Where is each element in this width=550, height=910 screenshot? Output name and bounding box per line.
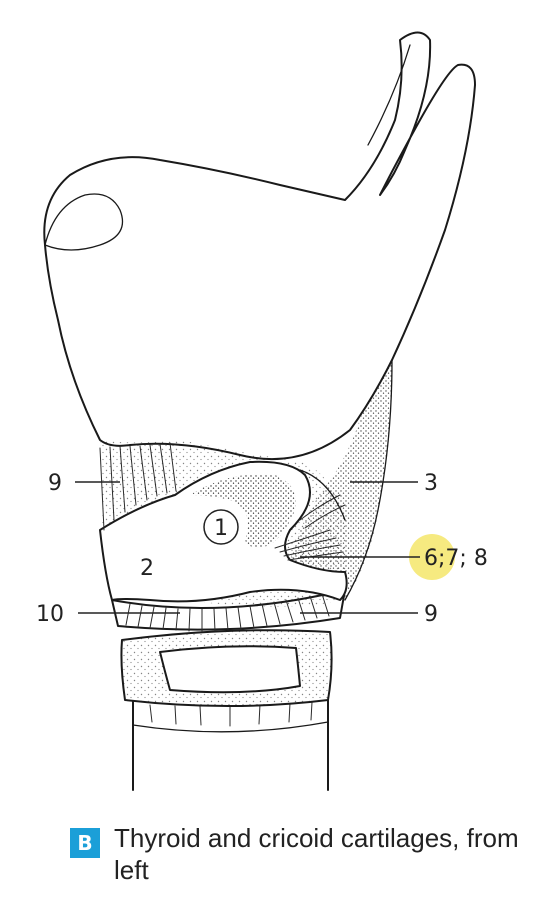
- label-1: 1: [214, 516, 228, 541]
- label-10: 10: [36, 602, 64, 627]
- cricoid-ring: [120, 629, 333, 707]
- larynx-illustration: 9 3 1 2 6 ;7; 8 10 9: [36, 31, 488, 791]
- fibers-muscles-678: [274, 494, 346, 561]
- label-3: 3: [424, 471, 438, 496]
- highlight-marker: [409, 534, 455, 580]
- leader-lines: [75, 481, 420, 614]
- label-9-upper: 9: [48, 471, 62, 496]
- caption-badge: B: [70, 828, 100, 858]
- caption-text: Thyroid and cricoid cartilages, from lef…: [114, 823, 519, 885]
- label-9-lower: 9: [424, 602, 438, 627]
- label-2: 2: [140, 556, 154, 581]
- label-7-8: ;7; 8: [438, 546, 488, 571]
- figure-caption: B Thyroid and cricoid cartilages, from l…: [70, 822, 530, 902]
- label-6: 6: [424, 546, 438, 571]
- label-1-circle: [203, 509, 239, 545]
- cricothyroid-ligament: [111, 589, 346, 632]
- thyroid-cartilage: [43, 31, 476, 461]
- fibers-upper-left: [99, 442, 177, 531]
- trachea: [132, 699, 329, 791]
